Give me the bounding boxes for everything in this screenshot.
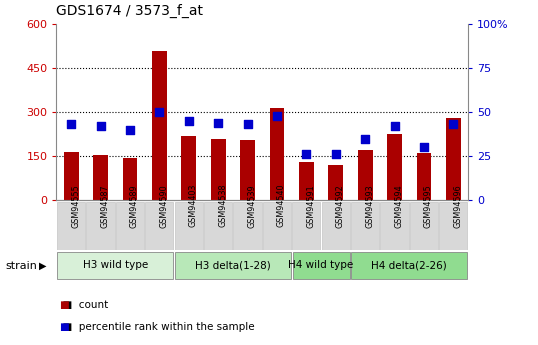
Bar [87,202,115,250]
Bar [322,202,350,250]
Text: GSM94592: GSM94592 [336,184,345,228]
Point [449,122,458,127]
Text: H3 delta(1-28): H3 delta(1-28) [195,260,271,270]
Bar [175,202,203,250]
Text: GSM94587: GSM94587 [101,184,110,227]
Text: ■  percentile rank within the sample: ■ percentile rank within the sample [56,322,255,332]
Text: H4 wild type: H4 wild type [288,260,353,270]
Point [185,118,193,124]
Point [331,151,340,157]
Bar [410,202,438,250]
Text: GSM94596: GSM94596 [454,184,462,227]
Point [214,120,223,126]
Point [361,136,370,141]
Text: H4 delta(2-26): H4 delta(2-26) [371,260,447,270]
Bar [123,158,137,200]
Text: GSM94539: GSM94539 [247,184,257,227]
Text: GDS1674 / 3573_f_at: GDS1674 / 3573_f_at [56,4,203,18]
Point [155,109,164,115]
Text: GSM94540: GSM94540 [277,184,286,227]
Text: GSM94555: GSM94555 [71,184,80,228]
Bar [439,202,468,250]
Text: H3 wild type: H3 wild type [83,260,148,270]
Point [390,124,399,129]
Bar [145,202,173,250]
Bar [93,155,108,200]
Bar [211,139,225,200]
Bar [270,108,284,200]
Point [67,122,75,127]
Bar [446,118,461,200]
Text: GSM94595: GSM94595 [424,184,433,228]
Text: GSM94403: GSM94403 [189,184,198,227]
Text: ■: ■ [59,322,69,332]
Text: GSM94590: GSM94590 [159,184,168,227]
Bar [328,165,343,200]
Bar [152,51,167,200]
Bar [380,202,409,250]
Point [96,124,105,129]
Bar [299,162,314,200]
Text: ■  count: ■ count [56,300,109,309]
Bar [57,202,86,250]
Text: GSM94594: GSM94594 [394,184,404,227]
Bar [116,202,144,250]
Point [126,127,134,132]
Bar [292,202,321,250]
Bar [387,134,402,200]
Text: GSM94591: GSM94591 [306,184,315,227]
Point [302,151,310,157]
Bar [64,152,79,200]
Text: ▶: ▶ [39,261,47,271]
Point [243,122,252,127]
Text: GSM94589: GSM94589 [130,184,139,227]
Text: GSM94538: GSM94538 [218,184,227,227]
Bar [204,202,232,250]
Text: strain: strain [5,261,37,271]
Bar [181,136,196,200]
Bar [263,202,291,250]
Point [420,145,428,150]
Text: ■: ■ [59,300,69,309]
Bar [175,252,291,279]
Bar [293,252,350,279]
Bar [233,202,261,250]
Text: GSM94593: GSM94593 [365,184,374,227]
Bar [351,202,379,250]
Point [273,113,281,118]
Bar [58,252,173,279]
Bar [351,252,467,279]
Bar [416,153,431,200]
Bar [358,150,372,200]
Bar [240,140,255,200]
